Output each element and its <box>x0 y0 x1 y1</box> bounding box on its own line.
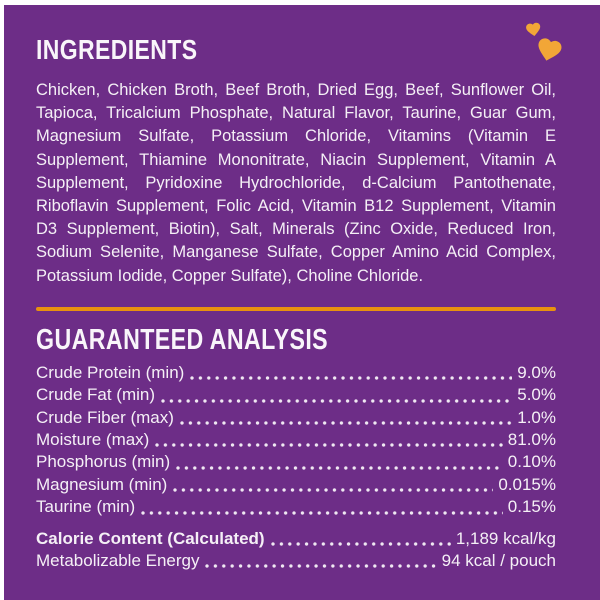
calorie-content-group: Calorie Content (Calculated) 1,189 kcal/… <box>36 528 556 573</box>
analysis-row-value: 0.10% <box>507 452 556 472</box>
analysis-row-value: 0.015% <box>498 474 556 494</box>
analysis-row: Taurine (min) 0.15% <box>36 496 556 518</box>
dot-leader <box>270 541 451 548</box>
dot-leader <box>190 375 513 382</box>
dot-leader <box>141 509 503 516</box>
analysis-row-label: Phosphorus (min) <box>36 452 171 472</box>
hearts-decoration <box>522 14 582 72</box>
guaranteed-analysis-table: Crude Protein (min) 9.0% Crude Fat (min)… <box>36 362 556 573</box>
analysis-row-value: 81.0% <box>507 430 556 450</box>
dot-leader <box>205 563 437 570</box>
analysis-row-label: Taurine (min) <box>36 497 136 517</box>
analysis-row-value: 5.0% <box>517 385 556 405</box>
analysis-row: Crude Fat (min) 5.0% <box>36 384 556 406</box>
ingredients-title: INGREDIENTS <box>36 34 198 65</box>
analysis-row: Moisture (max) 81.0% <box>36 429 556 451</box>
label-background <box>4 5 600 600</box>
metabolizable-energy-row: Metabolizable Energy 94 kcal / pouch <box>36 550 556 572</box>
calorie-content-value: 1,189 kcal/kg <box>455 528 556 548</box>
analysis-row-value: 0.15% <box>507 497 556 517</box>
section-divider <box>36 306 556 311</box>
analysis-row-label: Magnesium (min) <box>36 474 168 494</box>
label-content: INGREDIENTS Chicken, Chicken Broth, Beef… <box>36 28 560 600</box>
analysis-row-label: Crude Protein (min) <box>36 362 185 382</box>
dot-leader <box>155 442 503 449</box>
analysis-row-label: Crude Fiber (max) <box>36 407 174 427</box>
dot-leader <box>161 397 513 404</box>
analysis-row: Crude Fiber (max) 1.0% <box>36 407 556 429</box>
dot-leader <box>179 420 513 427</box>
analysis-row-label: Crude Fat (min) <box>36 385 156 405</box>
analysis-row: Magnesium (min) 0.015% <box>36 474 556 496</box>
ingredients-text: Chicken, Chicken Broth, Beef Broth, Drie… <box>36 81 556 285</box>
analysis-row-value: 9.0% <box>517 362 556 382</box>
dot-leader <box>173 487 494 494</box>
metabolizable-energy-label: Metabolizable Energy <box>36 551 200 571</box>
dot-leader <box>176 464 503 471</box>
guaranteed-analysis-title: GUARANTEED ANALYSIS <box>36 323 329 356</box>
heart-icon <box>526 22 541 37</box>
analysis-row: Phosphorus (min) 0.10% <box>36 451 556 473</box>
heart-icon <box>538 38 562 61</box>
calorie-content-row: Calorie Content (Calculated) 1,189 kcal/… <box>36 528 556 550</box>
calorie-content-label: Calorie Content (Calculated) <box>36 528 265 548</box>
analysis-row-label: Moisture (max) <box>36 430 150 450</box>
analysis-row: Crude Protein (min) 9.0% <box>36 362 556 384</box>
analysis-row-value: 1.0% <box>517 407 556 427</box>
metabolizable-energy-value: 94 kcal / pouch <box>441 551 556 571</box>
